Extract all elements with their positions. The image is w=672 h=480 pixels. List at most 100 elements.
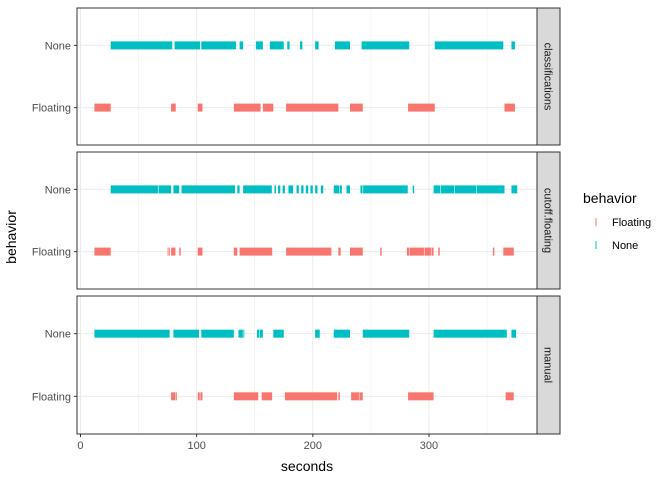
floating-segment [492, 247, 495, 256]
none-segment [433, 329, 507, 338]
none-segment [110, 185, 172, 194]
y-tick-label: None [45, 184, 71, 196]
floating-segment [197, 103, 203, 112]
facet-strip-label: classifications [542, 43, 554, 111]
facet-strip-label: cutoff.floating [542, 188, 554, 253]
floating-segment [351, 392, 363, 401]
facet-panel-manual: None Floating manual [32, 295, 561, 435]
x-tick-label: 300 [420, 440, 438, 452]
y-tick-label: None [45, 40, 71, 52]
y-tick-label: Floating [32, 103, 71, 115]
none-segment [300, 41, 303, 50]
none-segment [333, 329, 350, 338]
none-segment [110, 41, 173, 50]
facet-strip [536, 295, 561, 435]
none-segment [315, 329, 320, 338]
facet-panel-cutoff-floating: None Floating cutoff.floating [32, 151, 561, 290]
none-segment [201, 329, 234, 338]
floating-segment [349, 103, 363, 112]
none-segment [94, 329, 170, 338]
none-segment [243, 185, 273, 194]
x-tick-label: 100 [187, 440, 205, 452]
floating-segment [438, 247, 440, 256]
none-segment [361, 41, 410, 50]
floating-segment [408, 392, 434, 401]
none-segment [287, 41, 290, 50]
none-segment [269, 41, 284, 50]
floating-segment [233, 247, 238, 256]
floating-segment [504, 103, 515, 112]
floating-segment [349, 247, 363, 256]
floating-segment [171, 392, 177, 401]
floating-segment [338, 247, 341, 256]
floating-segment [406, 247, 434, 256]
floating-segment [179, 247, 181, 256]
floating-segment [262, 103, 274, 112]
none-segment [296, 185, 299, 194]
facet-strip-label: manual [542, 347, 554, 383]
panel-background [77, 8, 537, 145]
floating-segment [380, 247, 382, 256]
none-segment [239, 41, 244, 50]
panels-layer: None Floating classifications None Floating c… [32, 7, 561, 435]
floating-segment [284, 392, 338, 401]
floating-segment [503, 247, 514, 256]
legend-keys: Floating None [595, 217, 651, 252]
panel-background [77, 152, 537, 289]
none-segment [173, 185, 180, 194]
none-segment [320, 185, 324, 194]
y-tick-label: Floating [32, 391, 71, 403]
floating-segment [286, 103, 339, 112]
legend-label-floating: Floating [612, 217, 651, 229]
facet-strip [536, 151, 561, 290]
floating-segment [233, 103, 261, 112]
none-segment [433, 185, 505, 194]
floating-segment [261, 392, 273, 401]
none-segment [181, 185, 235, 194]
none-segment [315, 41, 319, 50]
x-axis-title: seconds [281, 458, 333, 474]
floating-segment [233, 392, 259, 401]
none-segment [310, 185, 313, 194]
none-segment [288, 185, 294, 194]
none-segment [257, 329, 263, 338]
none-segment [360, 185, 409, 194]
none-segment [301, 185, 304, 194]
none-segment [273, 329, 284, 338]
floating-segment [94, 103, 111, 112]
none-segment [277, 185, 281, 194]
facet-strip [536, 7, 561, 146]
none-segment [333, 185, 342, 194]
legend: behavior Floating None [583, 190, 651, 252]
none-segment [255, 41, 263, 50]
panel-background [77, 296, 537, 434]
floating-segment [505, 392, 514, 401]
none-segment [201, 41, 237, 50]
none-segment [362, 329, 410, 338]
none-segment [511, 329, 517, 338]
legend-title: behavior [583, 190, 637, 206]
y-axis-title: behavior [3, 210, 19, 264]
y-tick-label: Floating [32, 247, 71, 259]
x-tick-label: 0 [77, 440, 83, 452]
floating-segment [286, 247, 332, 256]
none-segment [511, 185, 518, 194]
floating-segment [94, 247, 111, 256]
floating-segment [197, 247, 203, 256]
floating-segment [171, 103, 176, 112]
none-segment [173, 329, 199, 338]
none-segment [305, 185, 309, 194]
floating-segment [171, 247, 176, 256]
none-segment [282, 185, 285, 194]
none-segment [238, 329, 245, 338]
none-segment [315, 185, 318, 194]
none-segment [434, 41, 504, 50]
none-segment [237, 185, 240, 194]
none-segment [346, 185, 350, 194]
y-tick-label: None [45, 329, 71, 341]
none-segment [334, 41, 350, 50]
x-axis: 0 100 200 300 [77, 434, 438, 452]
none-segment [274, 185, 276, 194]
x-tick-label: 200 [304, 440, 322, 452]
